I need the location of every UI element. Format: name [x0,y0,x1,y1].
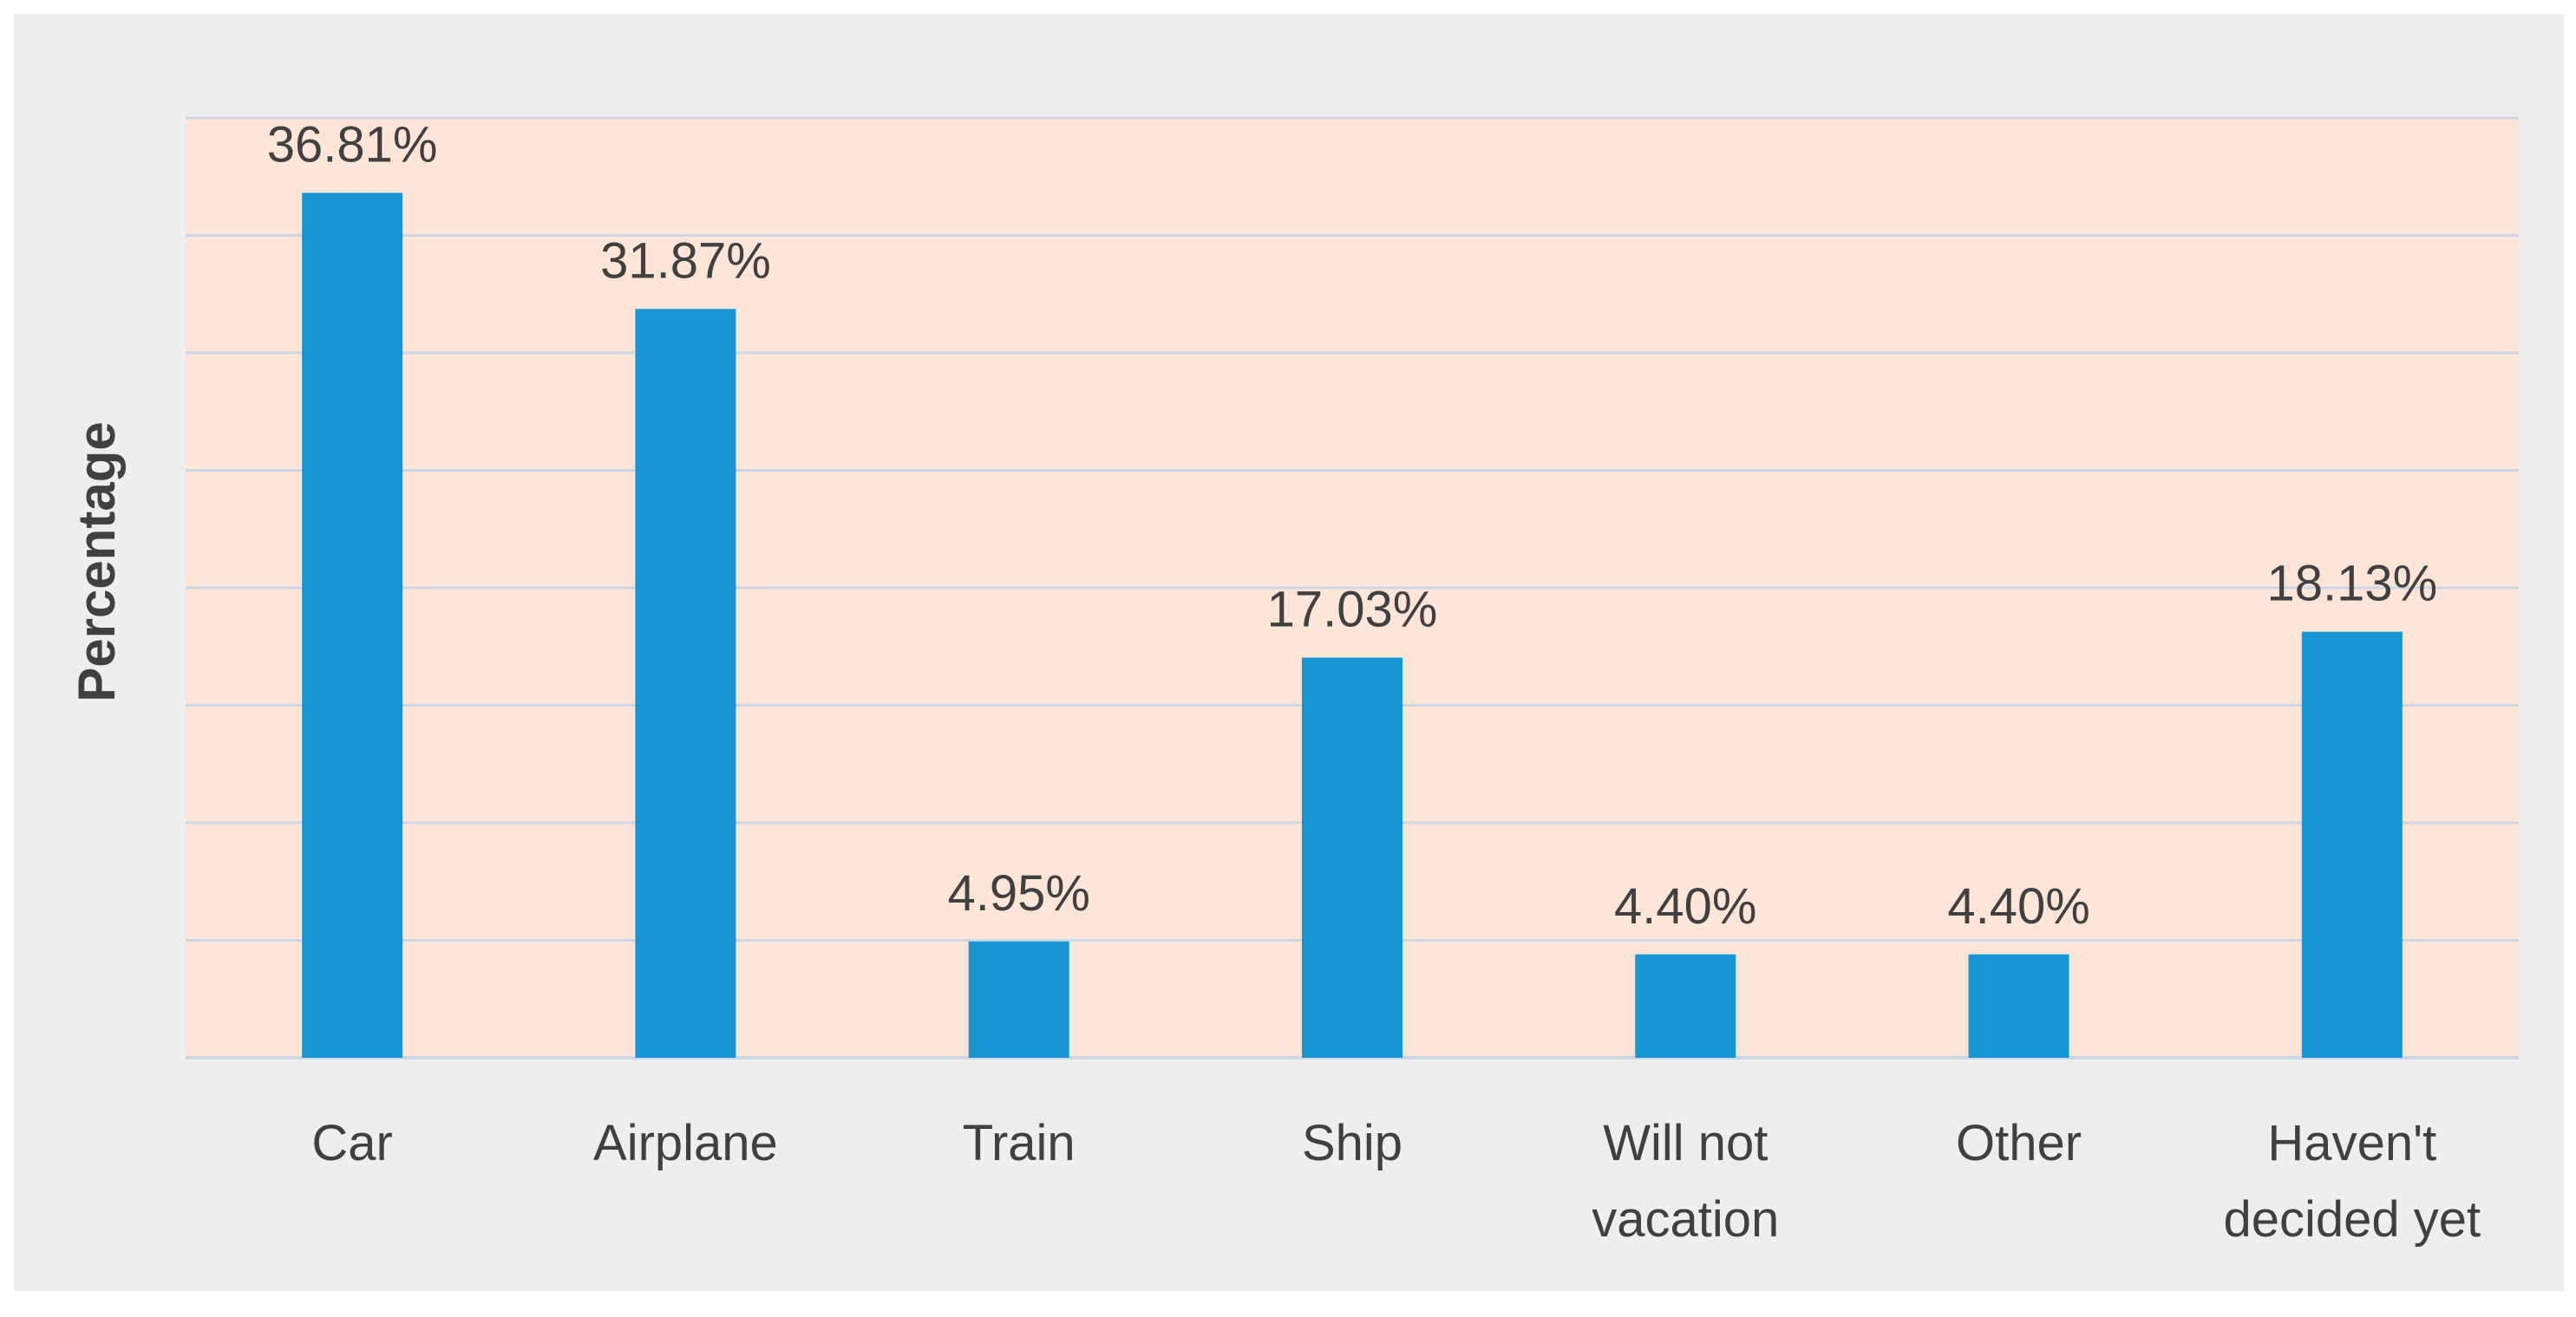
category-label-line: decided yet [2224,1191,2481,1248]
data-label: 17.03% [1267,581,1438,637]
category-labels: Car Airplane Train Ship Will not vacation Othe… [311,1115,2481,1248]
data-label: 4.40% [1947,878,2089,935]
category-label-line: Will not [1603,1115,1768,1171]
category-label: Airplane [593,1115,778,1171]
category-label: Train [963,1115,1076,1171]
bars [302,192,2403,1059]
bar [635,309,736,1058]
category-label-line: Train [963,1115,1076,1171]
bar [1302,657,1402,1058]
bar [302,192,403,1059]
bar [1968,954,2069,1058]
bar [1635,954,1736,1058]
category-label-line: Airplane [593,1115,778,1171]
category-label-line: Ship [1302,1115,1402,1171]
data-label: 4.40% [1614,878,1756,935]
category-label: Other [1956,1115,2082,1171]
data-label: 31.87% [600,232,771,289]
category-label: Ship [1302,1115,1402,1171]
category-label-line: vacation [1592,1191,1779,1248]
category-label: Car [311,1115,392,1171]
data-label: 36.81% [267,116,438,173]
category-label: Haven't decided yet [2224,1115,2481,1248]
data-label: 4.95% [947,865,1089,922]
category-label-line: Car [311,1115,392,1171]
data-labels: 36.81% 31.87% 4.95% 17.03% 4.40% 4.40% 18.13% [267,116,2437,934]
gridlines [186,116,2519,1059]
y-axis-title: Percentage [68,421,126,702]
category-label-line: Haven't [2267,1115,2436,1171]
data-label: 18.13% [2266,556,2437,612]
bar [968,941,1069,1058]
category-label: Will not vacation [1592,1115,1779,1248]
category-label-line: Other [1956,1115,2082,1171]
bar [2301,631,2403,1058]
